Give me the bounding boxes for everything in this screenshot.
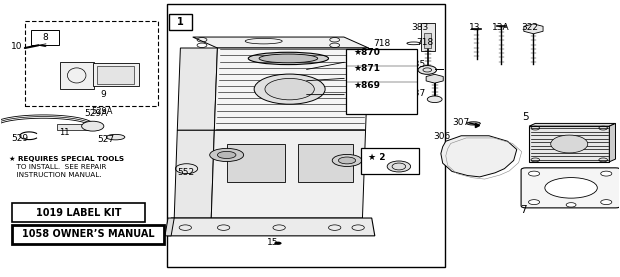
Bar (298, 144, 353, 182)
Polygon shape (174, 130, 215, 218)
Ellipse shape (218, 152, 236, 158)
Text: 8: 8 (42, 33, 48, 42)
Bar (421, 23, 435, 51)
Ellipse shape (254, 74, 325, 104)
Text: INSTRUCTION MANUAL.: INSTRUCTION MANUAL. (12, 172, 102, 178)
Circle shape (601, 200, 612, 205)
Text: 552: 552 (177, 168, 195, 177)
Ellipse shape (418, 66, 436, 74)
Text: 718: 718 (374, 39, 391, 48)
Text: 529: 529 (11, 134, 29, 143)
Text: 1: 1 (177, 17, 184, 27)
Text: 11: 11 (60, 128, 70, 137)
Text: 307: 307 (452, 118, 469, 127)
Text: 529A: 529A (91, 107, 112, 116)
Circle shape (427, 96, 442, 102)
Ellipse shape (387, 161, 410, 172)
Text: TO INSTALL.  SEE REPAIR: TO INSTALL. SEE REPAIR (12, 164, 107, 170)
Text: 1058 OWNER’S MANUAL: 1058 OWNER’S MANUAL (22, 229, 154, 240)
Bar (169, 14, 192, 30)
Bar (25, 20, 157, 106)
Bar (423, 33, 431, 48)
Circle shape (528, 171, 539, 176)
Text: 306: 306 (433, 132, 451, 141)
Polygon shape (211, 130, 366, 218)
Bar (57, 124, 94, 130)
Polygon shape (193, 37, 369, 48)
Bar (12, 225, 164, 244)
Bar (529, 126, 609, 162)
Text: 337: 337 (409, 89, 426, 98)
Text: 10: 10 (11, 42, 23, 51)
Text: 635: 635 (409, 60, 426, 69)
Bar (346, 49, 417, 114)
Text: 1019 LABEL KIT: 1019 LABEL KIT (36, 208, 122, 218)
Text: ★870: ★870 (353, 48, 380, 57)
Polygon shape (177, 48, 218, 130)
Polygon shape (215, 48, 369, 130)
Polygon shape (609, 124, 616, 162)
Polygon shape (165, 218, 174, 236)
Text: 718: 718 (416, 38, 433, 47)
Bar (97, 66, 134, 84)
Text: 322: 322 (521, 23, 539, 32)
Bar (12, 204, 145, 222)
Text: 5: 5 (522, 112, 529, 122)
FancyBboxPatch shape (521, 168, 620, 208)
Text: 13: 13 (469, 23, 481, 32)
Ellipse shape (106, 134, 125, 140)
Ellipse shape (210, 148, 244, 161)
Bar (31, 30, 59, 45)
Text: 7: 7 (520, 205, 526, 215)
Circle shape (528, 200, 539, 205)
Ellipse shape (332, 154, 362, 166)
Ellipse shape (339, 157, 356, 164)
Text: eReplacementParts.com: eReplacementParts.com (249, 134, 359, 143)
Polygon shape (441, 136, 516, 177)
Bar (361, 148, 419, 174)
Text: ★ 2: ★ 2 (368, 153, 386, 161)
Ellipse shape (467, 122, 480, 125)
Bar (227, 144, 285, 182)
Text: ★ REQUIRES SPECIAL TOOLS: ★ REQUIRES SPECIAL TOOLS (9, 156, 124, 162)
Text: 15: 15 (267, 238, 278, 247)
Ellipse shape (259, 54, 317, 63)
Text: ★869: ★869 (353, 81, 380, 89)
Text: 527: 527 (97, 135, 114, 144)
Ellipse shape (545, 178, 597, 198)
Text: 383: 383 (411, 23, 428, 32)
Circle shape (274, 242, 281, 245)
Circle shape (601, 171, 612, 176)
Ellipse shape (551, 135, 588, 153)
Bar (93, 63, 139, 86)
Bar (167, 4, 445, 267)
Circle shape (566, 203, 576, 207)
Text: 529A: 529A (85, 109, 108, 118)
Text: 9: 9 (100, 90, 106, 99)
Ellipse shape (265, 78, 314, 100)
Text: ★871: ★871 (353, 64, 380, 73)
Bar (60, 62, 94, 89)
Text: 13A: 13A (492, 23, 510, 32)
Circle shape (82, 121, 104, 131)
Ellipse shape (248, 52, 329, 65)
Polygon shape (168, 218, 375, 236)
Polygon shape (529, 124, 616, 126)
